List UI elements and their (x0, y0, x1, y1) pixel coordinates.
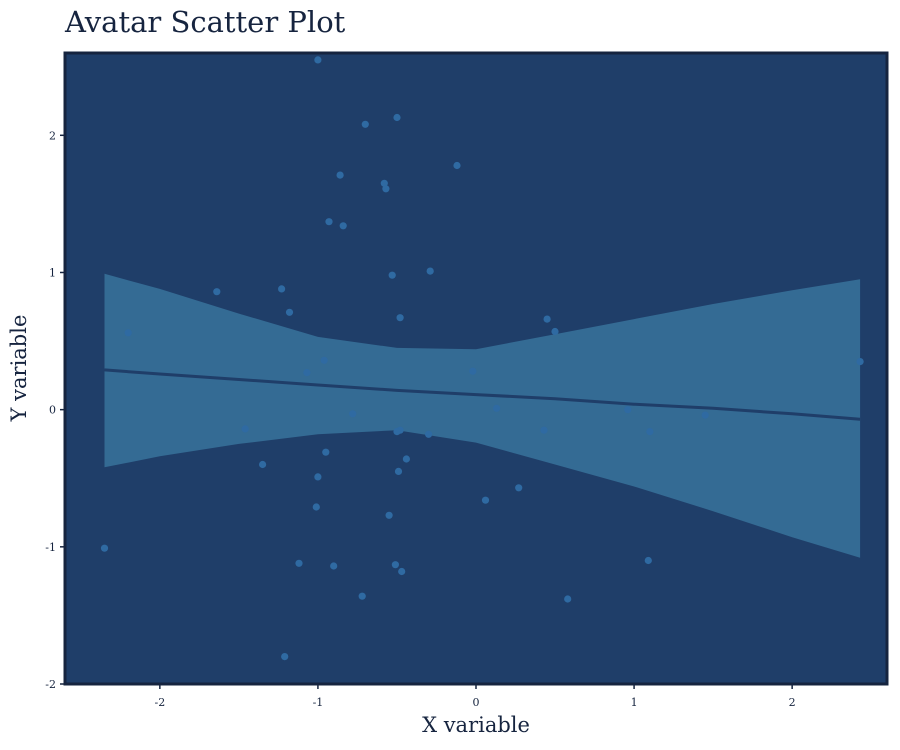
regression-line-layer (104, 368, 861, 421)
data-point (515, 484, 523, 492)
data-point (388, 271, 396, 279)
y-tick-label: 0 (49, 404, 56, 417)
data-point (396, 314, 404, 322)
data-point (358, 592, 366, 600)
data-point (469, 367, 477, 375)
data-point (402, 455, 410, 463)
data-point (259, 460, 267, 469)
data-point (385, 511, 393, 519)
data-point (382, 185, 390, 193)
data-point (481, 496, 490, 504)
y-tick-label: -2 (45, 678, 56, 691)
data-point (325, 218, 333, 226)
data-point (295, 559, 303, 567)
data-point (540, 426, 548, 434)
data-point (281, 653, 289, 661)
data-point (453, 161, 461, 170)
data-point (551, 327, 559, 336)
data-point (393, 113, 401, 122)
data-point (314, 473, 322, 481)
data-point (391, 561, 399, 569)
data-point (241, 425, 249, 433)
regression-line (104, 368, 861, 421)
data-point (285, 308, 294, 316)
data-point (426, 267, 434, 275)
x-tick-label: -1 (313, 696, 324, 709)
data-point (349, 410, 357, 418)
data-point (646, 428, 654, 436)
y-tick-label: 1 (49, 266, 56, 279)
data-point (100, 544, 109, 552)
data-point (213, 288, 221, 296)
data-point (303, 369, 311, 377)
data-point (320, 356, 328, 364)
x-tick-label: -2 (154, 696, 165, 709)
points-layer (100, 56, 864, 661)
data-point (380, 179, 388, 187)
confidence-band-layer (104, 273, 861, 558)
data-point (312, 503, 320, 511)
data-point (701, 411, 709, 419)
chart-title: Avatar Scatter Plot (64, 5, 346, 39)
x-axis-title: X variable (422, 713, 530, 737)
x-tick-label: 0 (473, 696, 480, 709)
data-point (361, 120, 369, 128)
x-tick-label: 1 (631, 696, 638, 709)
data-point (393, 428, 401, 436)
y-tick-label: -1 (45, 541, 56, 554)
confidence-band (104, 273, 861, 558)
data-point (543, 315, 551, 323)
data-point (493, 404, 501, 412)
data-point (624, 406, 632, 414)
x-axis: -2 -1 0 1 2 (154, 684, 796, 709)
data-point (425, 430, 433, 438)
x-tick-label: 2 (789, 696, 796, 709)
y-axis: -2 -1 0 1 2 (45, 129, 65, 691)
data-point (339, 222, 347, 230)
y-tick-label: 2 (49, 129, 56, 142)
data-point (564, 595, 572, 603)
data-point (314, 56, 322, 64)
data-point (336, 171, 344, 179)
data-point (322, 448, 330, 456)
data-point (856, 358, 864, 366)
data-point (398, 567, 406, 576)
y-axis-title: Y variable (7, 315, 31, 423)
data-point (394, 467, 403, 475)
data-point (644, 556, 652, 565)
data-point (278, 285, 286, 293)
data-point (330, 562, 338, 570)
data-point (124, 329, 132, 337)
